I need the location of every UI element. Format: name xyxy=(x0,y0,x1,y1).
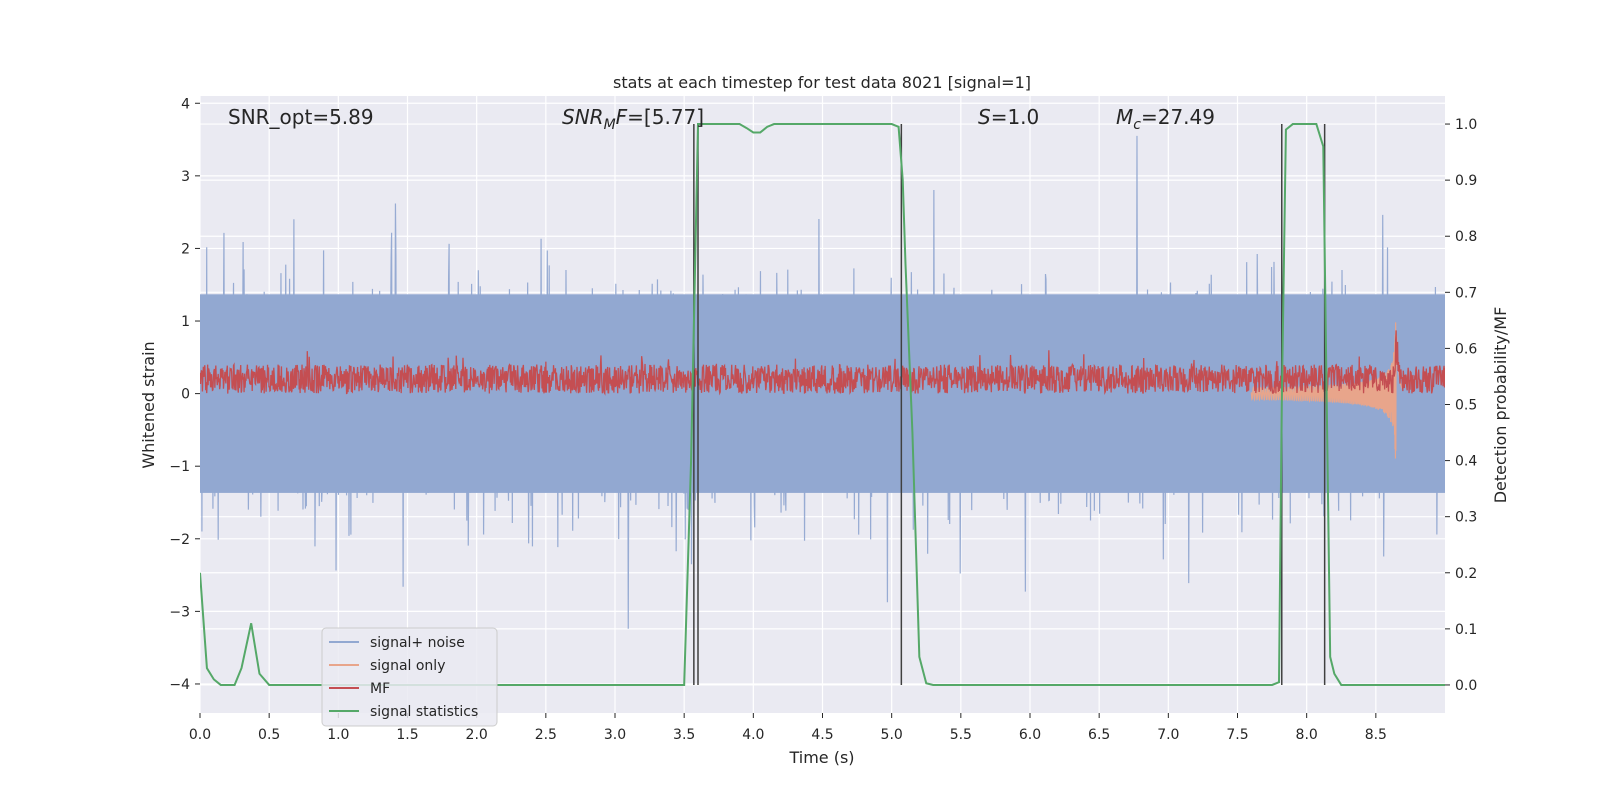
x-tick-label: 8.0 xyxy=(1296,727,1318,743)
x-axis-ticks: 0.0 0.5 1.0 1.5 2.0 2.5 3.0 3.5 4.0 4.5 5.0 5.5 6.0 6… xyxy=(189,713,1387,743)
x-tick-label: 7.0 xyxy=(1157,727,1179,743)
left-y-tick-label: 1 xyxy=(181,314,190,330)
legend: signal+ noise signal only MF signal stat… xyxy=(321,627,498,727)
right-y-tick-label: 1.0 xyxy=(1455,117,1477,133)
x-tick-label: 0.0 xyxy=(189,727,211,743)
x-tick-label: 7.5 xyxy=(1226,727,1248,743)
signal-statistics-line xyxy=(200,123,1445,686)
right-y-tick-label: 0.1 xyxy=(1455,622,1477,638)
right-y-tick-label: 0.9 xyxy=(1455,173,1477,189)
right-y-tick-label: 0.5 xyxy=(1455,398,1477,414)
mf-series xyxy=(200,330,1445,396)
right-y-tick-label: 0.7 xyxy=(1455,285,1477,301)
left-y-tick-label: −4 xyxy=(169,677,190,693)
legend-box xyxy=(321,627,498,727)
left-y-tick-label: −1 xyxy=(169,459,190,475)
left-y-axis-ticks: 4 3 2 1 0 −1 −2 −3 −4 xyxy=(169,96,200,693)
left-y-tick-label: 2 xyxy=(181,241,190,257)
right-y-tick-label: 0.6 xyxy=(1455,341,1477,357)
x-tick-label: 6.0 xyxy=(1019,727,1041,743)
legend-label-signal-only: signal only xyxy=(370,658,445,674)
right-y-tick-label: 0.4 xyxy=(1455,454,1477,470)
left-y-tick-label: 0 xyxy=(181,387,190,403)
x-tick-label: 1.5 xyxy=(396,727,418,743)
snr-opt-annotation: SNR_opt=5.89 xyxy=(228,105,374,129)
x-tick-label: 4.0 xyxy=(742,727,764,743)
left-y-tick-label: 4 xyxy=(181,96,190,112)
left-y-axis-label: Whitened strain xyxy=(139,341,158,468)
x-tick-label: 5.5 xyxy=(950,727,972,743)
x-tick-label: 8.5 xyxy=(1365,727,1387,743)
mc-annotation: Mc=27.49 xyxy=(1116,105,1215,133)
x-tick-label: 4.5 xyxy=(811,727,833,743)
signal-plus-noise-series xyxy=(200,135,1445,629)
x-axis-label: Time (s) xyxy=(788,748,854,767)
mf-line xyxy=(200,330,1445,396)
s-annotation: S=1.0 xyxy=(978,105,1039,129)
left-y-tick-label: −3 xyxy=(169,604,190,620)
x-tick-label: 3.5 xyxy=(673,727,695,743)
right-y-axis-label: Detection probability/MF xyxy=(1491,307,1510,504)
right-y-tick-label: 0.8 xyxy=(1455,229,1477,245)
x-tick-label: 2.5 xyxy=(535,727,557,743)
snr-mf-annotation: SNRMF=[5.77] xyxy=(562,105,704,133)
right-y-tick-label: 0.3 xyxy=(1455,510,1477,526)
plot-area xyxy=(200,123,1445,686)
right-y-tick-label: 0.2 xyxy=(1455,566,1477,582)
signal-statistics-series xyxy=(200,123,1445,686)
x-tick-label: 5.0 xyxy=(881,727,903,743)
left-y-tick-label: −2 xyxy=(169,532,190,548)
x-tick-label: 3.0 xyxy=(604,727,626,743)
legend-label-mf: MF xyxy=(370,681,390,697)
legend-label-noise: signal+ noise xyxy=(370,635,465,651)
chart-title: stats at each timestep for test data 802… xyxy=(613,73,1031,92)
right-y-axis-ticks: 1.0 0.9 0.8 0.7 0.6 0.5 0.4 0.3 0.2 0.1 0.0 xyxy=(1445,117,1477,694)
x-tick-label: 2.0 xyxy=(466,727,488,743)
legend-label-statistics: signal statistics xyxy=(370,704,478,720)
x-tick-label: 0.5 xyxy=(258,727,280,743)
left-y-tick-label: 3 xyxy=(181,169,190,185)
x-tick-label: 6.5 xyxy=(1088,727,1110,743)
signal-plus-noise-band xyxy=(200,294,1445,493)
x-tick-label: 1.0 xyxy=(327,727,349,743)
right-y-tick-label: 0.0 xyxy=(1455,678,1477,694)
